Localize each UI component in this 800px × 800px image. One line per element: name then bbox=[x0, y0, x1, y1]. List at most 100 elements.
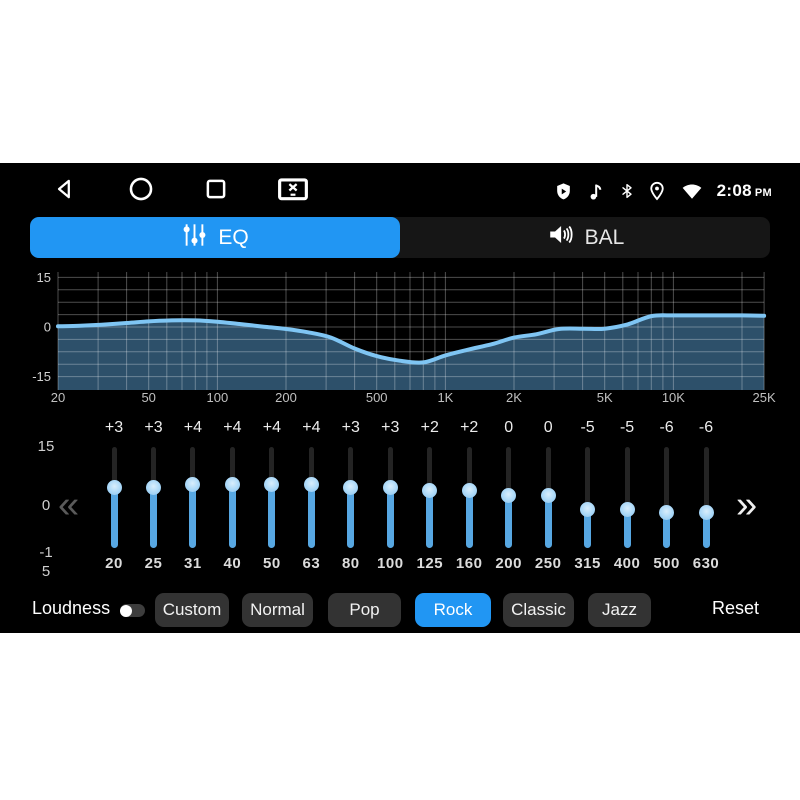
slider-track-fill bbox=[110, 487, 118, 548]
recents-icon bbox=[203, 174, 229, 209]
band-frequency-label: 500 bbox=[653, 555, 680, 572]
eq-band-slider[interactable]: +4 63 bbox=[292, 415, 330, 587]
slider-track-fill bbox=[544, 495, 552, 548]
play-protect-shield-icon bbox=[554, 181, 573, 202]
band-frequency-label: 31 bbox=[184, 555, 202, 572]
preset-button-pop[interactable]: Pop bbox=[328, 593, 401, 627]
slider-thumb[interactable] bbox=[382, 479, 398, 495]
eq-band-slider[interactable]: -6 500 bbox=[648, 415, 686, 587]
band-gain-label: 0 bbox=[504, 419, 514, 436]
band-gain-label: +3 bbox=[144, 419, 163, 436]
loudness-toggle[interactable] bbox=[120, 604, 145, 617]
tab-eq[interactable]: EQ bbox=[30, 217, 400, 258]
wifi-icon bbox=[679, 180, 705, 202]
eq-curve-area bbox=[58, 315, 765, 390]
slider-track-fill bbox=[584, 509, 592, 548]
slider-thumb[interactable] bbox=[659, 504, 675, 520]
band-frequency-label: 200 bbox=[495, 555, 522, 572]
status-icons: 2:08 PM bbox=[554, 176, 772, 206]
x-axis-tick: 20 bbox=[51, 390, 65, 405]
slider-track bbox=[664, 447, 670, 548]
band-gain-label: +3 bbox=[104, 419, 124, 436]
eq-band-slider[interactable]: +4 50 bbox=[253, 415, 291, 587]
bluetooth-icon bbox=[619, 180, 635, 202]
preset-button-jazz[interactable]: Jazz bbox=[588, 593, 651, 627]
y-axis-tick: 15 bbox=[37, 270, 51, 285]
eq-band-slider[interactable]: +3 80 bbox=[332, 415, 370, 587]
slider-thumb[interactable] bbox=[343, 479, 359, 495]
slider-thumb[interactable] bbox=[501, 488, 517, 503]
slider-track-fill bbox=[307, 484, 315, 548]
recents-button[interactable] bbox=[201, 176, 231, 206]
eq-band-slider[interactable]: -5 400 bbox=[608, 415, 646, 587]
slider-track-fill bbox=[347, 487, 355, 548]
eq-band-slider[interactable]: +2 160 bbox=[450, 415, 488, 587]
eq-band-slider[interactable]: 0 200 bbox=[490, 415, 528, 587]
band-frequency-label: 50 bbox=[263, 555, 281, 572]
band-gain-label: -6 bbox=[659, 419, 674, 436]
screen-off-icon bbox=[276, 174, 310, 209]
eq-curve-line bbox=[56, 313, 767, 365]
back-button[interactable] bbox=[50, 176, 80, 206]
band-frequency-label: 400 bbox=[613, 555, 641, 572]
band-gain-label: +3 bbox=[341, 419, 360, 436]
band-gain-label: -6 bbox=[698, 419, 714, 436]
band-frequency-label: 100 bbox=[377, 555, 404, 572]
reset-button[interactable]: Reset bbox=[712, 598, 760, 618]
slider-thumb[interactable] bbox=[224, 476, 240, 492]
slider-thumb[interactable] bbox=[185, 476, 201, 492]
x-axis-tick: 25K bbox=[753, 390, 776, 405]
x-axis-tick: 500 bbox=[366, 390, 388, 405]
loudness-label: Loudness bbox=[32, 598, 111, 618]
tab-bal[interactable]: BAL bbox=[400, 217, 770, 258]
slider-thumb[interactable] bbox=[264, 476, 280, 492]
slider-thumb[interactable] bbox=[303, 476, 319, 492]
preset-button-custom[interactable]: Custom bbox=[155, 593, 229, 627]
bottom-controls: Loudness Reset Custom Normal Pop Rock Classi… bbox=[0, 593, 800, 627]
x-axis-tick: 200 bbox=[275, 390, 297, 405]
band-gain-label: +2 bbox=[420, 419, 439, 436]
slider-track-fill bbox=[268, 484, 276, 548]
slider-track-fill bbox=[505, 495, 513, 548]
slider-thumb[interactable] bbox=[619, 501, 635, 517]
eq-band-slider[interactable]: +2 125 bbox=[411, 415, 449, 587]
slider-thumb[interactable] bbox=[146, 479, 161, 495]
slider-thumb[interactable] bbox=[461, 482, 477, 498]
back-icon bbox=[52, 174, 78, 209]
eq-band-slider[interactable]: -6 630 bbox=[687, 415, 725, 587]
preset-button-rock[interactable]: Rock bbox=[415, 593, 491, 627]
band-gain-label: -5 bbox=[619, 419, 635, 436]
y-axis-tick: 0 bbox=[44, 320, 51, 335]
band-frequency-label: 80 bbox=[341, 555, 360, 572]
x-axis-tick: 100 bbox=[207, 390, 229, 405]
band-frequency-label: 20 bbox=[105, 555, 123, 572]
eq-band-slider[interactable]: +4 31 bbox=[174, 415, 212, 587]
x-axis-tick: 10K bbox=[662, 390, 685, 405]
x-axis-tick: 1K bbox=[437, 390, 453, 405]
preset-button-normal[interactable]: Normal bbox=[242, 593, 313, 627]
slider-thumb[interactable] bbox=[106, 479, 122, 495]
preset-button-classic[interactable]: Classic bbox=[503, 593, 574, 627]
slider-track bbox=[624, 447, 630, 548]
slider-thumb[interactable] bbox=[422, 482, 438, 498]
home-button[interactable] bbox=[126, 176, 156, 206]
eq-band-slider[interactable]: 0 250 bbox=[529, 415, 567, 587]
home-icon bbox=[127, 174, 155, 209]
slider-scale-zero: 0 bbox=[41, 497, 51, 514]
band-gain-label: -5 bbox=[580, 419, 595, 436]
slider-thumb[interactable] bbox=[540, 488, 556, 503]
eq-band-slider[interactable]: +3 100 bbox=[371, 415, 409, 587]
slider-thumb[interactable] bbox=[580, 501, 596, 517]
slider-thumb[interactable] bbox=[698, 504, 714, 520]
eq-band-slider[interactable]: +3 20 bbox=[95, 415, 133, 587]
chevron-double-left-icon[interactable]: « bbox=[58, 484, 80, 526]
chevron-double-right-icon[interactable]: » bbox=[736, 484, 758, 526]
slider-scale-max: 15 bbox=[37, 438, 55, 455]
eq-band-slider[interactable]: +3 25 bbox=[135, 415, 173, 587]
eq-band-slider[interactable]: -5 315 bbox=[569, 415, 607, 587]
screen-off-button[interactable] bbox=[276, 176, 310, 206]
eq-band-slider[interactable]: +4 40 bbox=[213, 415, 251, 587]
band-frequency-label: 40 bbox=[223, 555, 242, 572]
slider-track-fill bbox=[465, 490, 473, 548]
